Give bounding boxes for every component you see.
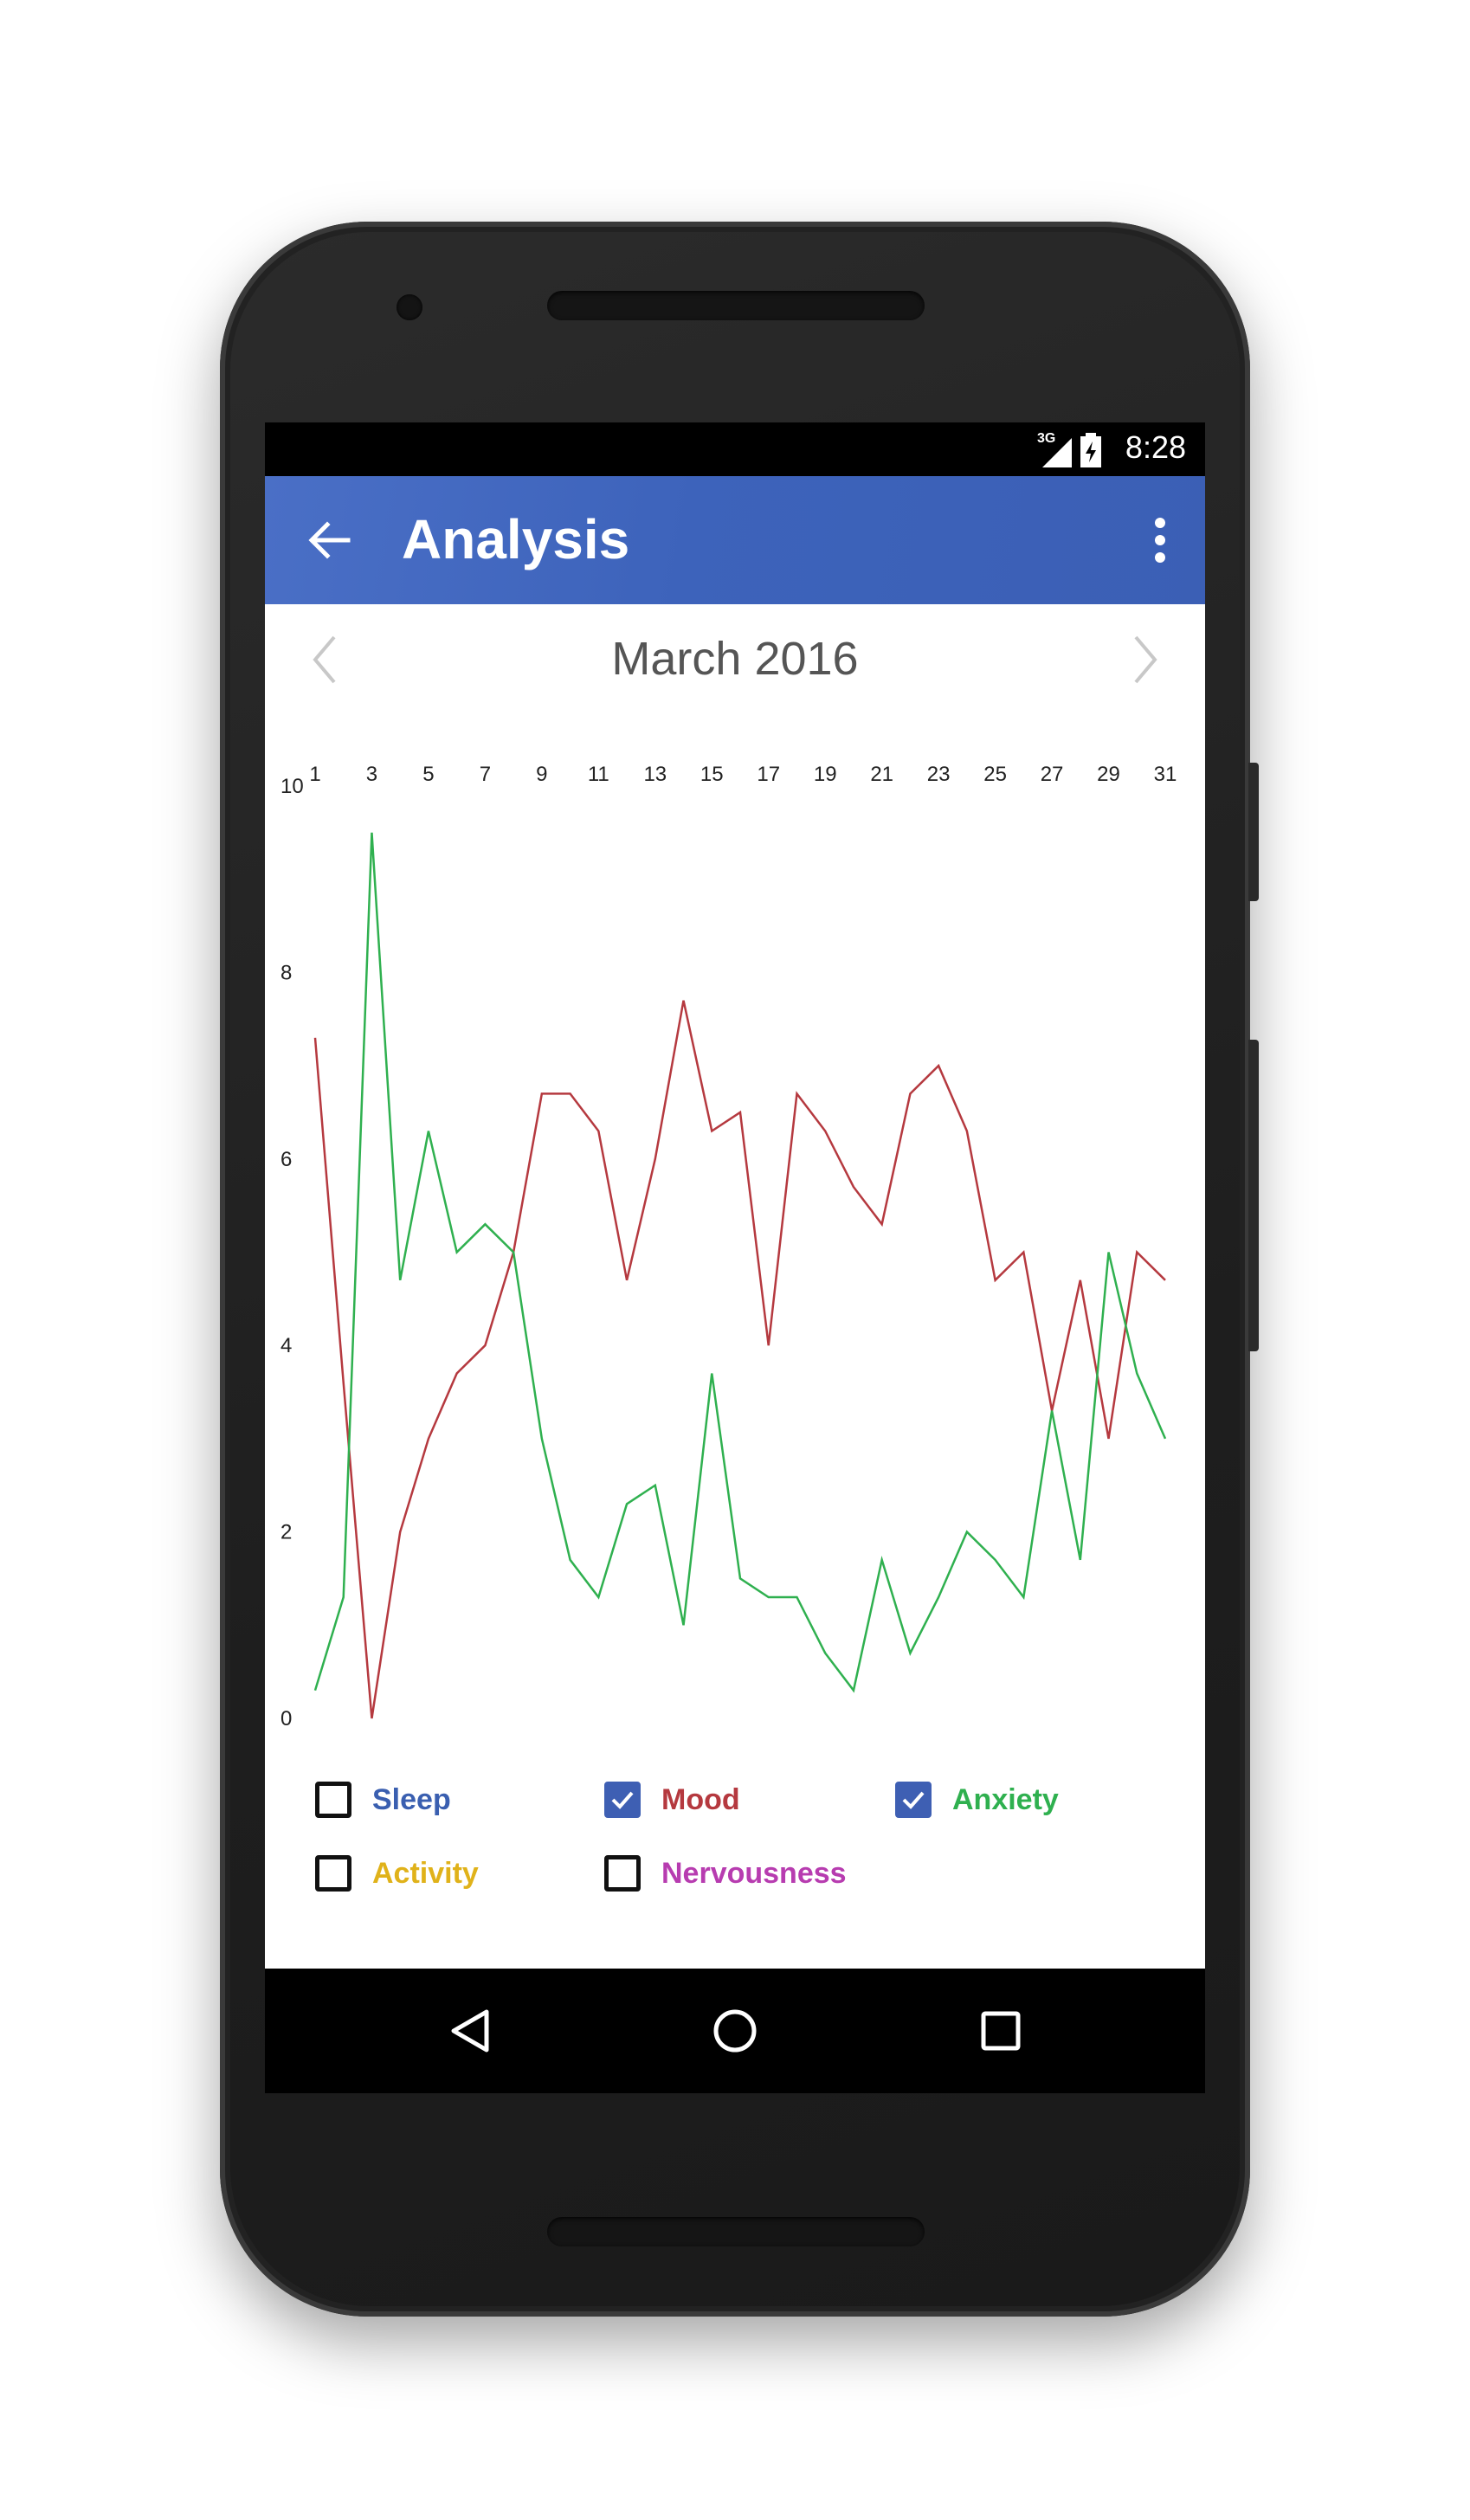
x-tick-label: 25 xyxy=(983,763,1007,786)
y-tick-label: 4 xyxy=(280,1334,292,1357)
x-tick-label: 11 xyxy=(588,763,609,786)
legend-item-activity[interactable]: Activity xyxy=(315,1855,479,1892)
legend-checkbox[interactable] xyxy=(315,1782,351,1818)
y-tick-label: 10 xyxy=(280,775,304,798)
x-tick-label: 29 xyxy=(1097,763,1120,786)
top-speaker xyxy=(547,291,925,320)
x-tick-label: 17 xyxy=(757,763,780,786)
legend: Sleep Mood Anxiety Activity Nervousness xyxy=(265,1782,1205,1955)
y-tick-label: 0 xyxy=(280,1707,292,1730)
navigation-bar xyxy=(265,1969,1205,2093)
x-tick-label: 1 xyxy=(309,763,320,786)
x-tick-label: 31 xyxy=(1154,763,1177,786)
x-tick-label: 5 xyxy=(422,763,434,786)
x-tick-label: 27 xyxy=(1041,763,1064,786)
month-label: March 2016 xyxy=(611,633,859,685)
more-vert-icon[interactable] xyxy=(1151,514,1169,566)
chevron-left-icon[interactable] xyxy=(308,634,343,686)
screen: 3G 8:28 Analysis March 2016 1 3 5 7 9 11 13 15 1… xyxy=(265,422,1205,2093)
legend-item-mood[interactable]: Mood xyxy=(604,1782,740,1818)
x-tick-label: 21 xyxy=(870,763,893,786)
series-line-mood xyxy=(313,1000,1166,1719)
legend-label: Activity xyxy=(372,1856,479,1890)
legend-checkbox[interactable] xyxy=(895,1782,932,1818)
x-tick-label: 13 xyxy=(643,763,667,786)
legend-label: Anxiety xyxy=(952,1782,1059,1816)
app-bar: Analysis xyxy=(265,476,1205,604)
status-icons: 3G xyxy=(1037,431,1101,467)
y-tick-label: 8 xyxy=(280,961,292,984)
signal-icon: 3G xyxy=(1037,431,1072,467)
x-tick-label: 7 xyxy=(480,763,491,786)
nav-home-icon[interactable] xyxy=(711,2007,759,2059)
back-arrow-icon[interactable] xyxy=(306,518,351,563)
legend-item-sleep[interactable]: Sleep xyxy=(315,1782,451,1818)
battery-icon xyxy=(1080,433,1101,467)
legend-label: Sleep xyxy=(372,1782,451,1816)
legend-checkbox[interactable] xyxy=(315,1855,351,1892)
x-tick-label: 19 xyxy=(814,763,837,786)
y-tick-label: 6 xyxy=(280,1148,292,1171)
analysis-content: March 2016 1 3 5 7 9 11 13 15 17 19 21 23 25 27 29 31 0 2… xyxy=(265,604,1205,1969)
bottom-speaker xyxy=(547,2217,925,2246)
legend-checkbox[interactable] xyxy=(604,1855,641,1892)
check-icon xyxy=(611,1791,634,1809)
check-icon xyxy=(902,1791,925,1809)
series-line-anxiety xyxy=(313,832,1167,1693)
side-button-power xyxy=(1248,763,1259,901)
network-type: 3G xyxy=(1037,431,1056,446)
page-title: Analysis xyxy=(402,508,630,570)
legend-item-nervousness[interactable]: Nervousness xyxy=(604,1855,847,1892)
y-tick-label: 2 xyxy=(280,1521,292,1544)
nav-recents-icon[interactable] xyxy=(977,2007,1025,2059)
chevron-right-icon[interactable] xyxy=(1127,634,1162,686)
x-tick-label: 15 xyxy=(700,763,724,786)
x-tick-label: 9 xyxy=(536,763,547,786)
x-tick-label: 3 xyxy=(366,763,377,786)
legend-label: Nervousness xyxy=(661,1856,847,1890)
legend-item-anxiety[interactable]: Anxiety xyxy=(895,1782,1059,1818)
legend-checkbox[interactable] xyxy=(604,1782,641,1818)
status-time: 8:28 xyxy=(1125,429,1186,465)
front-camera xyxy=(397,294,422,320)
x-tick-label: 23 xyxy=(927,763,951,786)
side-button-volume xyxy=(1248,1040,1259,1351)
status-bar: 3G 8:28 xyxy=(265,422,1205,476)
nav-back-icon[interactable] xyxy=(447,2007,495,2059)
legend-label: Mood xyxy=(661,1782,740,1816)
